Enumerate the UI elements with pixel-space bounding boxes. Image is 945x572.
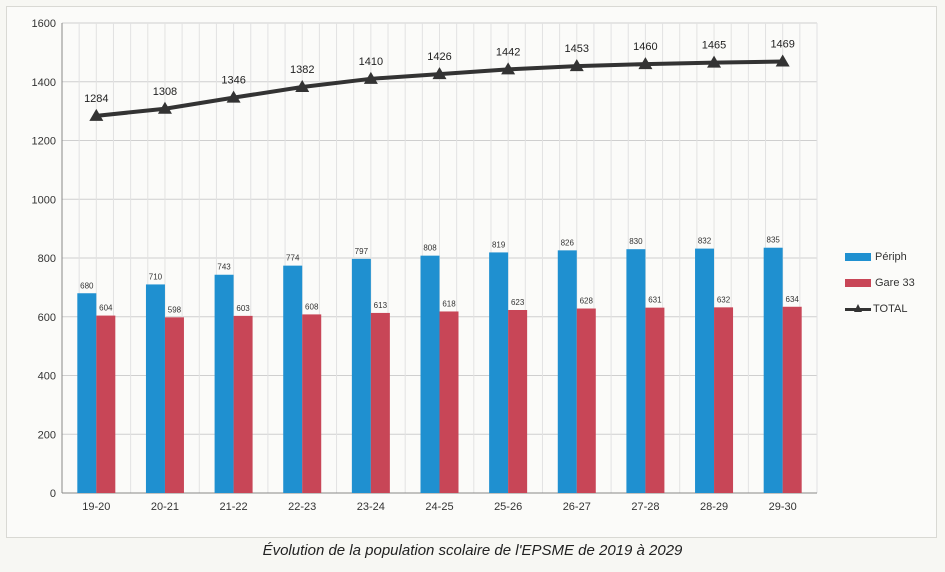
- bar-gare: [782, 306, 802, 493]
- bar-periph: [214, 274, 234, 493]
- chart-legend: Périph Gare 33 TOTAL: [845, 244, 915, 322]
- bar-value-label: 797: [355, 247, 369, 256]
- x-tick-label: 20-21: [151, 501, 179, 513]
- bar-gare: [439, 311, 459, 493]
- bar-value-label: 808: [423, 244, 437, 253]
- legend-label-total: TOTAL: [873, 303, 908, 315]
- y-tick-label: 0: [50, 488, 56, 500]
- y-tick-label: 1200: [32, 136, 56, 148]
- bar-value-label: 634: [786, 295, 800, 304]
- bar-value-label: 819: [492, 240, 506, 249]
- total-value-label: 1284: [84, 93, 108, 105]
- total-marker: [157, 101, 172, 114]
- bar-value-label: 613: [374, 301, 388, 310]
- bar-periph: [489, 252, 509, 493]
- x-tick-label: 28-29: [700, 501, 728, 513]
- total-value-label: 1308: [153, 86, 177, 98]
- bar-value-label: 603: [236, 304, 250, 313]
- y-tick-label: 1000: [32, 194, 56, 206]
- total-value-label: 1382: [290, 64, 314, 76]
- legend-label-periph: Périph: [875, 251, 907, 263]
- bar-value-label: 623: [511, 298, 525, 307]
- total-marker: [638, 57, 653, 70]
- chart-frame: 0 200 400 600 800 1000 1200 1400 1600 19-20 680 604…: [6, 6, 937, 538]
- y-tick-label: 800: [38, 253, 56, 265]
- legend-swatch-total: [845, 303, 871, 312]
- total-marker: [707, 55, 722, 68]
- total-marker: [501, 62, 516, 75]
- chart-plot: 0 200 400 600 800 1000 1200 1400 1600 19-20 680 604…: [32, 18, 818, 513]
- legend-item-periph: Périph: [845, 244, 915, 270]
- x-tick-label: 26-27: [563, 501, 591, 513]
- bar-gare: [370, 312, 390, 493]
- bar-value-label: 608: [305, 302, 319, 311]
- bar-value-label: 631: [648, 296, 662, 305]
- legend-swatch-gare: [845, 279, 871, 287]
- bar-periph: [145, 284, 165, 493]
- bar-value-label: 743: [217, 263, 231, 272]
- bar-value-label: 832: [698, 237, 712, 246]
- bar-periph: [557, 250, 577, 493]
- bar-gare: [233, 315, 253, 493]
- bar-value-label: 632: [717, 295, 731, 304]
- total-marker: [295, 80, 310, 93]
- total-marker: [363, 71, 378, 84]
- x-tick-label: 24-25: [425, 501, 453, 513]
- bar-periph: [695, 248, 715, 493]
- total-value-label: 1426: [427, 51, 451, 63]
- bar-gare: [302, 314, 322, 493]
- bar-value-label: 604: [99, 304, 113, 313]
- x-tick-label: 29-30: [769, 501, 797, 513]
- bar-periph: [77, 293, 97, 493]
- x-tick-label: 22-23: [288, 501, 316, 513]
- bar-periph: [626, 249, 646, 493]
- bar-gare: [164, 317, 184, 493]
- x-tick-label: 21-22: [220, 501, 248, 513]
- bar-value-label: 830: [629, 237, 643, 246]
- y-tick-label: 1400: [32, 77, 56, 89]
- total-marker: [775, 54, 790, 67]
- bar-periph: [283, 265, 303, 493]
- bar-gare: [714, 307, 734, 493]
- bar-value-label: 835: [767, 236, 781, 245]
- bar-gare: [645, 307, 665, 493]
- y-tick-label: 1600: [32, 18, 56, 30]
- bar-value-label: 826: [561, 238, 575, 247]
- total-value-label: 1410: [359, 56, 383, 68]
- total-value-label: 1460: [633, 41, 657, 53]
- total-marker: [432, 67, 447, 80]
- total-value-label: 1465: [702, 40, 726, 52]
- total-value-label: 1346: [221, 75, 245, 87]
- bar-value-label: 680: [80, 281, 94, 290]
- bar-periph: [420, 255, 440, 493]
- bar-gare: [508, 309, 528, 493]
- x-tick-label: 23-24: [357, 501, 385, 513]
- total-value-label: 1442: [496, 46, 520, 58]
- bar-periph: [763, 247, 783, 493]
- total-marker: [226, 90, 241, 103]
- y-tick-label: 600: [38, 312, 56, 324]
- y-tick-label: 400: [38, 371, 56, 383]
- total-value-label: 1469: [770, 38, 794, 50]
- total-value-label: 1453: [565, 43, 589, 55]
- legend-item-total: TOTAL: [845, 296, 915, 322]
- y-tick-label: 200: [38, 429, 56, 441]
- legend-label-gare: Gare 33: [875, 277, 915, 289]
- legend-swatch-periph: [845, 253, 871, 261]
- bar-periph: [351, 258, 371, 493]
- x-tick-label: 27-28: [631, 501, 659, 513]
- total-marker: [89, 108, 104, 121]
- bar-value-label: 628: [580, 297, 594, 306]
- x-tick-label: 19-20: [82, 501, 110, 513]
- legend-item-gare: Gare 33: [845, 270, 915, 296]
- bar-value-label: 598: [168, 305, 182, 314]
- bar-gare: [576, 308, 596, 493]
- chart-caption: Évolution de la population scolaire de l…: [262, 542, 683, 559]
- bar-value-label: 774: [286, 254, 300, 263]
- bar-gare: [96, 315, 116, 493]
- x-tick-label: 25-26: [494, 501, 522, 513]
- bar-value-label: 710: [149, 272, 163, 281]
- bar-value-label: 618: [442, 299, 456, 308]
- total-marker: [569, 59, 584, 72]
